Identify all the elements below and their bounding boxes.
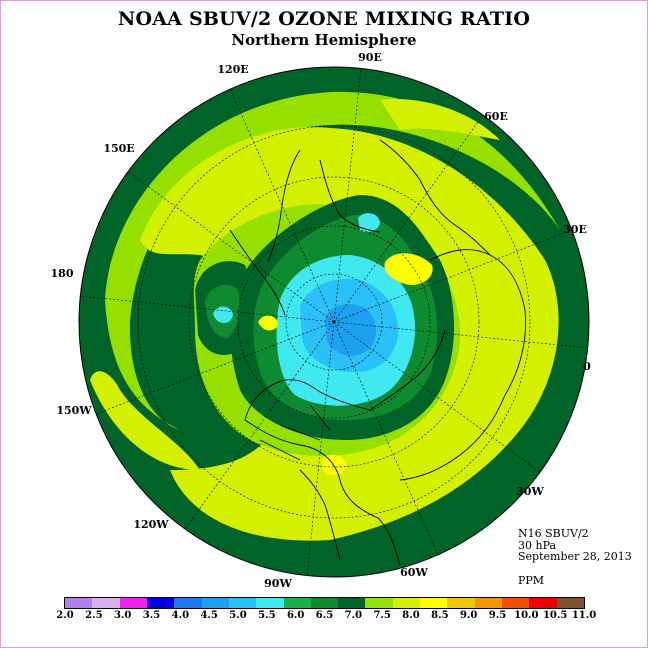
colorbar-tick-label: 10.0	[514, 610, 539, 621]
pressure-level-label: 30 hPa	[518, 539, 557, 552]
colorbar-tick-label: 8.5	[431, 610, 449, 621]
ozone-level-8-5-patch-3	[258, 315, 278, 331]
ozone-level-5-0-core	[325, 304, 376, 356]
colorbar-tick-label: 5.5	[258, 610, 276, 621]
lon-label-60e: 60E	[484, 110, 508, 123]
map-boundary	[78, 66, 590, 578]
colorbar-tick-label: 9.5	[488, 610, 507, 621]
ozone-level-6-0-spot-2	[213, 306, 233, 324]
lon-label-60w: 60W	[400, 566, 428, 579]
colorbar-tick-label: 10.5	[542, 610, 568, 621]
colorbar-tick-label: 6.5	[315, 610, 334, 621]
lon-label-150w: 150W	[56, 404, 92, 417]
longitude-grid	[79, 67, 589, 577]
colorbar-tick-label: 11.0	[571, 610, 597, 621]
colorbar	[64, 597, 585, 609]
colorbar-tick-label: 8.0	[402, 610, 420, 621]
latitude-grid	[137, 125, 531, 519]
colorbar-tick-label: 7.0	[344, 610, 363, 621]
colorbar-segment	[529, 598, 557, 608]
colorbar-tick-label: 6.0	[286, 610, 305, 621]
lon-label-150e: 150E	[103, 142, 134, 155]
colorbar-segment	[392, 598, 421, 608]
colorbar-tick-label: 3.5	[142, 610, 161, 621]
colorbar-segment	[365, 598, 393, 608]
colorbar-tick-label: 2.0	[56, 610, 74, 621]
lon-label-30w: 30W	[516, 485, 544, 498]
colorbar-tick-label: 4.0	[171, 610, 190, 621]
ozone-level-8-5-patch	[384, 253, 433, 285]
ozone-level-6-0-spot	[358, 213, 380, 233]
map-subtitle: Northern Hemisphere	[231, 31, 417, 49]
colorbar-tick-label: 7.5	[373, 610, 391, 621]
ozone-level-8-0-region-2	[90, 371, 200, 470]
colorbar-segment	[310, 598, 339, 608]
colorbar-tick-label: 3.0	[113, 610, 132, 621]
date-label: September 28, 2013	[518, 550, 632, 563]
ozone-level-8-5-patch-2	[322, 454, 346, 475]
lon-label-0: 0	[583, 360, 591, 373]
lon-label-90e: 90E	[358, 51, 382, 64]
lon-label-180: 180	[51, 267, 74, 280]
colorbar-tick-label: 9.0	[459, 610, 478, 621]
satellite-label: N16 SBUV/2	[518, 527, 589, 540]
lon-label-120w: 120W	[133, 518, 169, 531]
colorbar-segment	[338, 598, 366, 608]
colorbar-labels: 2.0 2.5 3.0 3.5 4.0 4.5 5.0 5.5 6.0 6.5 7.0 7.5 8.0 8…	[0, 610, 648, 624]
lon-label-90w: 90W	[264, 577, 292, 590]
colorbar-segment	[283, 598, 311, 608]
colorbar-segment	[146, 598, 175, 608]
colorbar-segment	[420, 598, 448, 608]
colorbar-tick-label: 2.5	[85, 610, 103, 621]
colorbar-segment	[447, 598, 475, 608]
colorbar-segment	[201, 598, 229, 608]
colorbar-segment	[228, 598, 257, 608]
colorbar-segment	[65, 598, 93, 608]
colorbar-segment	[174, 598, 202, 608]
colorbar-segment	[92, 598, 120, 608]
colorbar-tick-label: 4.5	[200, 610, 218, 621]
map-title: NOAA SBUV/2 OZONE MIXING RATIO	[117, 8, 531, 30]
colorbar-segment	[502, 598, 530, 608]
ozone-level-8-0-region-3	[380, 99, 500, 140]
colorbar-segment	[556, 598, 584, 608]
coastlines	[229, 139, 527, 566]
colorbar-segment	[256, 598, 284, 608]
lon-label-120e: 120E	[217, 63, 248, 76]
colorbar-segment	[474, 598, 502, 608]
colorbar-segment	[119, 598, 147, 608]
colorbar-tick-label: 5.0	[229, 610, 247, 621]
units-label: PPM	[518, 574, 545, 587]
lon-label-30e: 30E	[563, 223, 587, 236]
